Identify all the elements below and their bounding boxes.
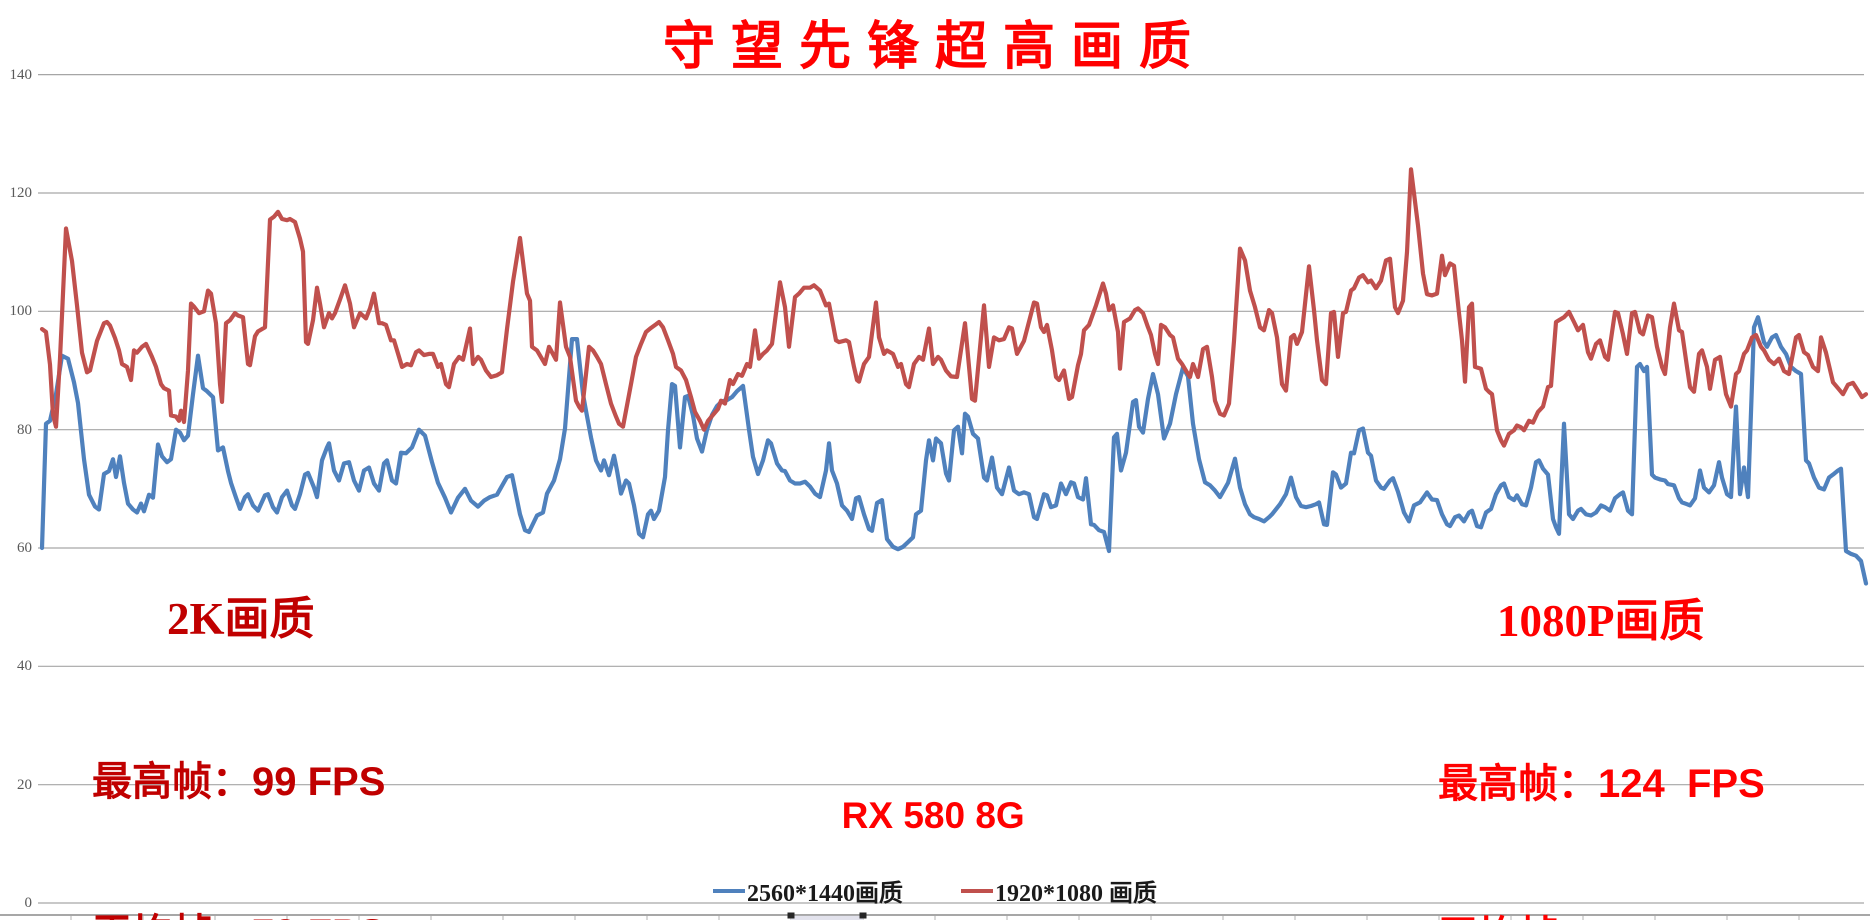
gridlines [38, 74, 1864, 904]
legend-label: 1920*1080 画质 [995, 881, 1157, 907]
stat-label: 平均帧： [1438, 913, 1598, 920]
series-2560x1440-line [39, 315, 1869, 586]
y-axis-tick-label: 100 [9, 303, 33, 320]
stat-value: 95 FPS [1598, 914, 1754, 920]
stat-label: 最高帧： [1438, 761, 1598, 806]
left-stats-block: 最高帧：99 FPS 平均帧：72 FPS 最低帧：54 FPS [92, 668, 385, 920]
right-quality-heading: 1080P画质 [1497, 596, 1705, 646]
legend-dash-blue-icon [713, 888, 745, 893]
legend-label: 2560*1440画质 [747, 881, 903, 907]
y-axis-tick-label: 80 [17, 421, 32, 438]
y-axis-tick-label: 0 [24, 895, 33, 911]
gpu-label: RX 580 8G [841, 795, 1025, 836]
y-axis-tick-label: 60 [17, 539, 32, 556]
stat-label: 最高帧： [92, 759, 252, 804]
left-quality-heading: 2K画质 [167, 594, 315, 644]
stat-value: 124 FPS [1598, 762, 1765, 806]
chart-title: 守望先锋超高画质 [662, 19, 1208, 76]
series-1920x1080-line [39, 167, 1869, 448]
stat-row-max-1080p: 最高帧：124 FPS [1438, 760, 1765, 822]
stat-row-avg-1080p: 平均帧：95 FPS [1438, 912, 1765, 920]
selected-cell[interactable] [791, 915, 863, 920]
stat-value: 72 FPS [252, 912, 385, 920]
legend-dash-red-icon [961, 888, 993, 893]
selection-handle-icon[interactable] [787, 912, 795, 919]
legend-item-1920x1080[interactable]: 1920*1080 画质 [961, 873, 1157, 908]
chart-legend: 2560*1440画质 1920*1080 画质 [0, 873, 1870, 908]
series-lines [39, 167, 1869, 586]
y-axis-tick-label: 120 [9, 184, 33, 201]
stat-label: 平均帧： [92, 911, 252, 920]
stat-row-max-2k: 最高帧：99 FPS [92, 758, 385, 820]
right-stats-block: 最高帧：124 FPS 平均帧：95 FPS 最低帧：77 FPS [1438, 670, 1765, 920]
stat-value: 99 FPS [252, 760, 386, 804]
selection-handle-icon[interactable] [859, 912, 867, 919]
y-axis-tick-label: 40 [17, 658, 32, 675]
legend-item-2560x1440[interactable]: 2560*1440画质 [713, 873, 903, 908]
y-axis-tick-label: 20 [17, 776, 32, 793]
stat-row-avg-2k: 平均帧：72 FPS [92, 910, 385, 920]
y-axis-tick-label: 140 [9, 66, 33, 83]
spreadsheet-row [0, 912, 1870, 920]
